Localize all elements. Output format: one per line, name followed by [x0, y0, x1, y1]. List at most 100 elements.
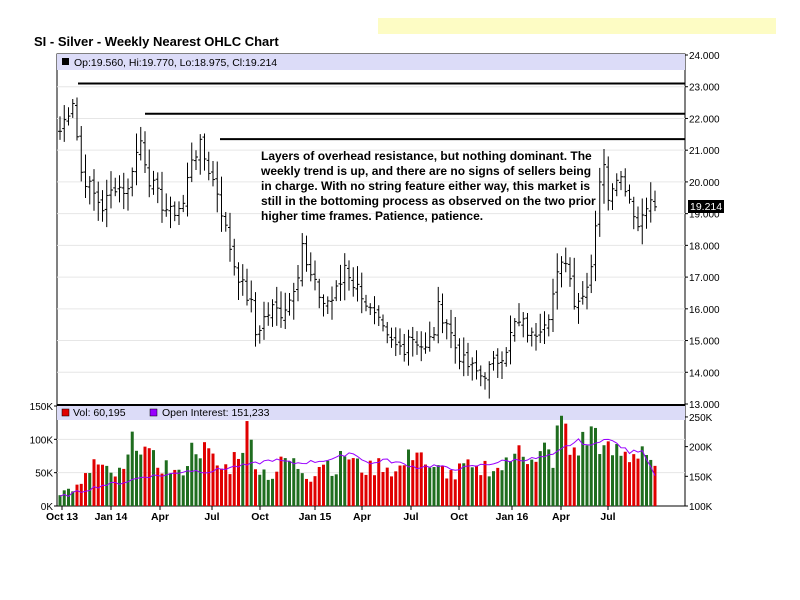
annotation-line: still in the bottoming process as observ… — [261, 194, 596, 208]
ohlc-bar — [325, 296, 330, 315]
volume-bar — [58, 495, 62, 506]
volume-bar — [360, 472, 364, 506]
volume-bar — [470, 467, 474, 506]
volume-bar — [572, 447, 576, 506]
volume-bar — [330, 475, 334, 506]
ohlc-bar — [398, 328, 402, 355]
volume-bar — [296, 468, 300, 506]
x-tick-label: Jan 14 — [95, 511, 128, 523]
ohlc-bar — [593, 210, 598, 282]
ohlc-bar — [202, 133, 207, 171]
ohlc-bar — [308, 252, 313, 282]
ohlc-bar — [406, 329, 411, 366]
ohlc-bar — [92, 169, 96, 211]
volume-bar — [466, 459, 470, 506]
volume-bar — [164, 460, 168, 506]
ohlc-bar — [334, 280, 339, 302]
ohlc-bar — [393, 327, 398, 357]
volume-bar — [449, 470, 453, 506]
ohlc-bar — [351, 267, 356, 297]
volume-bar — [169, 473, 172, 506]
ohlc-bar — [279, 291, 283, 328]
ohlc-bar — [559, 256, 564, 288]
volume-bar — [611, 455, 614, 506]
volume-bar — [398, 465, 402, 506]
x-axis: Oct 13 Jan 14 Apr Jul Oct Jan 15 Apr Jul Oct Jan … — [46, 506, 616, 523]
volume-bar — [619, 455, 623, 506]
header-strip — [378, 18, 776, 34]
volume-bar — [606, 441, 610, 506]
volume-bar — [241, 452, 245, 506]
x-tick-label: Apr — [552, 511, 570, 523]
volume-bar — [122, 468, 126, 506]
ohlc-bar — [381, 314, 385, 332]
last-price-box — [688, 200, 724, 213]
ohlc-bar — [517, 303, 521, 327]
volume-bar — [640, 446, 644, 506]
ohlc-bar — [449, 309, 453, 349]
ohlc-bar — [321, 294, 326, 317]
volume-bar — [424, 464, 427, 506]
volume-bar — [589, 426, 593, 506]
ohlc-bar — [457, 338, 462, 370]
ohlc-bar — [223, 211, 228, 232]
volume-bar — [288, 461, 291, 506]
volume-bar — [407, 449, 410, 506]
volume-bar — [152, 450, 155, 506]
annotation-text: Layers of overhead resistance, but nothi… — [260, 149, 596, 223]
volume-bar — [322, 464, 325, 506]
ohlc-bar — [538, 313, 543, 344]
ohlc-bar — [432, 327, 436, 341]
volume-bar — [92, 459, 96, 506]
ohlc-bar — [580, 281, 585, 305]
volume-bar — [67, 488, 70, 506]
ohlc-bar — [257, 325, 262, 344]
ohlc-bar — [104, 179, 109, 228]
volume-bar — [237, 458, 240, 506]
x-tick-label: Oct — [251, 511, 269, 523]
volume-bar — [71, 491, 75, 506]
ohlc-bar — [487, 361, 492, 399]
volume-bar — [339, 450, 342, 506]
ohlc-bar — [121, 172, 126, 210]
ohlc-bar — [648, 182, 653, 223]
volume-bar — [390, 476, 393, 506]
volume-bar — [249, 439, 253, 506]
volume-bar — [262, 469, 266, 506]
ohlc-bar — [640, 198, 645, 245]
ohlc-bar — [436, 286, 441, 344]
volume-bar — [517, 445, 521, 506]
y-tick-label: 150K — [689, 472, 713, 483]
ohlc-bar — [534, 322, 538, 351]
volume-bar — [483, 460, 487, 506]
ohlc-bar — [330, 286, 334, 320]
ohlc-bar — [415, 331, 419, 355]
ohlc-bar — [232, 238, 237, 276]
ohlc-bar — [402, 333, 407, 362]
volume-bar — [462, 463, 466, 506]
volume-bar — [203, 442, 206, 506]
ohlc-bar — [619, 170, 623, 191]
y-tick-label: 16.000 — [689, 305, 720, 316]
volume-bar — [198, 458, 202, 506]
ohlc-bar — [368, 303, 373, 316]
annotation-line: in charge. With no string feature either… — [261, 179, 590, 193]
volume-bar — [500, 470, 504, 506]
ohlc-bar — [546, 314, 551, 337]
volume-bar — [534, 461, 538, 506]
ohlc-bar — [168, 196, 173, 229]
volume-bar — [334, 474, 338, 506]
y-tick-label: 200K — [689, 443, 713, 454]
volume-bar — [441, 465, 444, 506]
volume-bar — [283, 458, 287, 506]
oi-legend-swatch — [149, 408, 158, 417]
volume-bar — [636, 458, 640, 506]
volume-bar — [109, 472, 113, 506]
ohlc-bar — [470, 357, 475, 381]
y-tick-label: 14.000 — [689, 368, 720, 379]
ohlc-bar — [126, 178, 130, 211]
volume-bar — [628, 462, 631, 506]
ohlc-bar — [585, 272, 589, 310]
volume-bar — [275, 471, 279, 506]
